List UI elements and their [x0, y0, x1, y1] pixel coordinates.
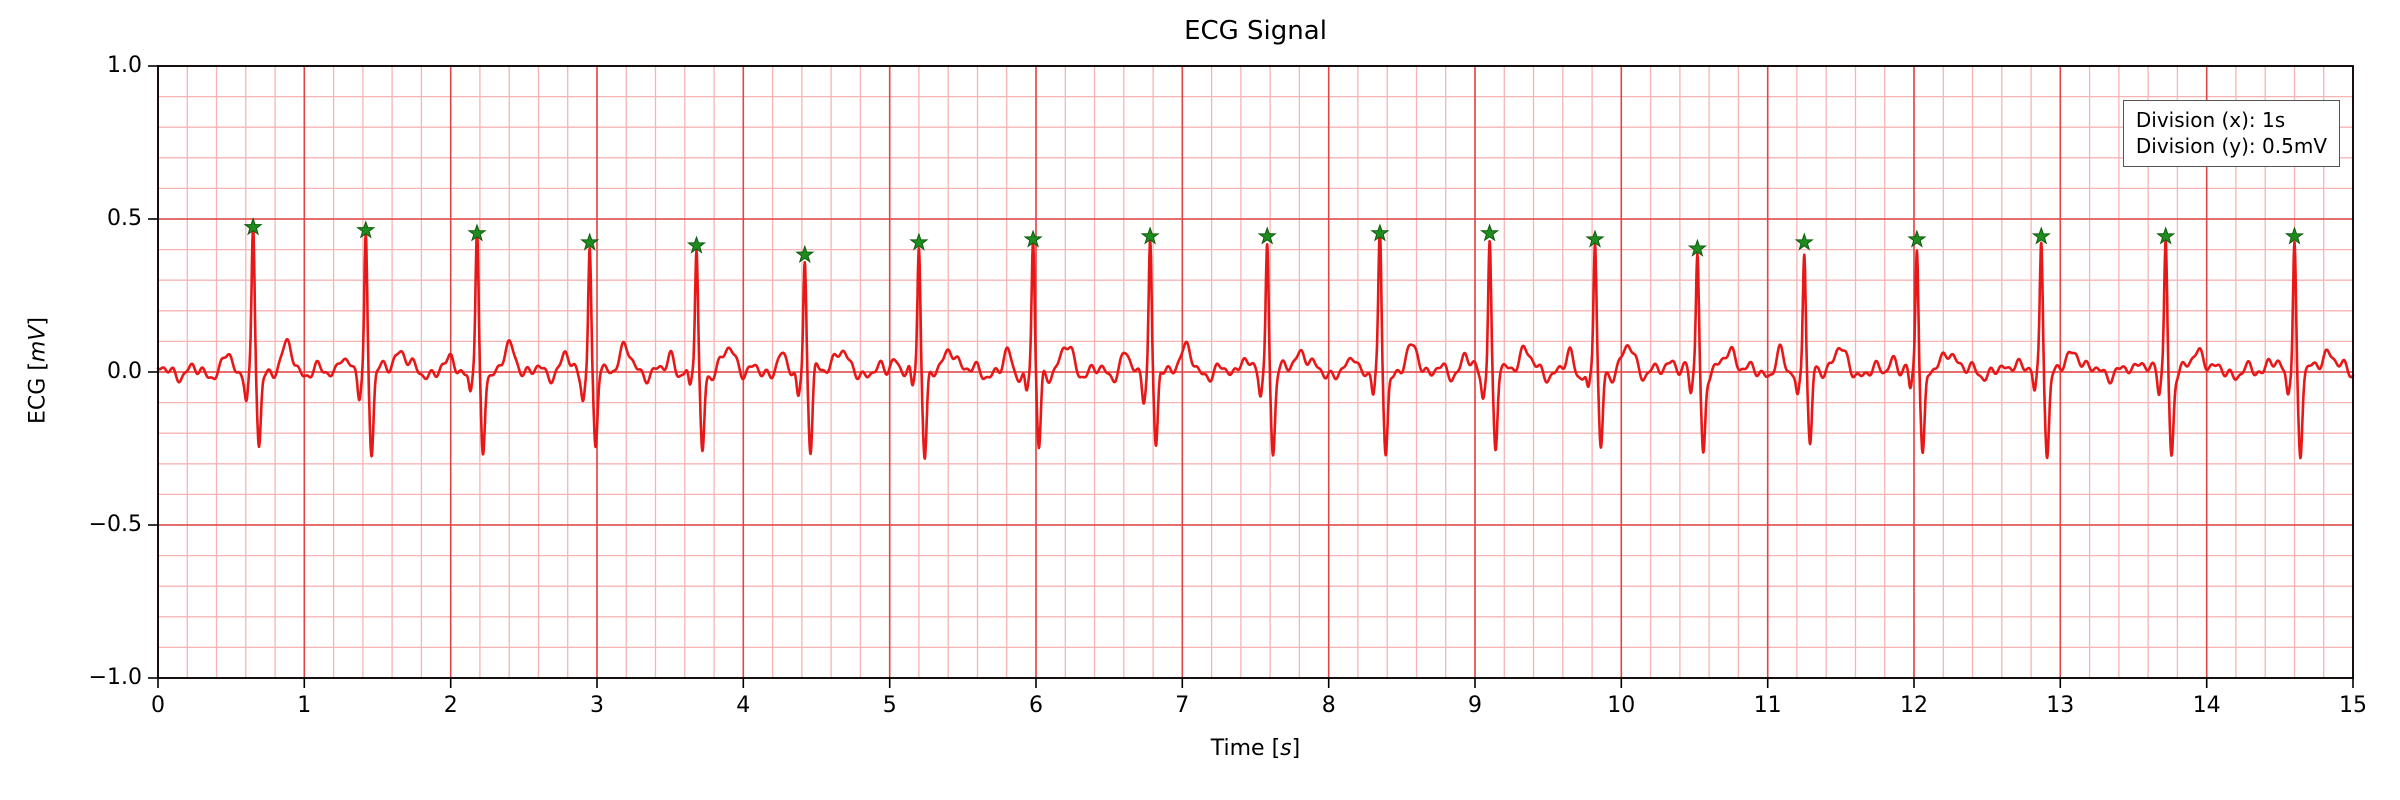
r-peak-marker	[1480, 223, 1500, 242]
x-tick-label: 1	[297, 693, 311, 718]
r-peak-marker	[795, 244, 815, 263]
chart-title: ECG Signal	[1184, 16, 1327, 46]
y-tick-label: 0.5	[107, 206, 142, 231]
x-tick-label: 12	[1900, 693, 1928, 718]
x-tick-label: 14	[2193, 693, 2221, 718]
ecg-trace	[156, 224, 2355, 460]
r-peak-marker	[1140, 226, 1160, 245]
r-peak-marker	[1257, 226, 1277, 245]
x-axis-label-post: ]	[1291, 736, 1301, 761]
x-axis-label-pre: Time [	[1210, 736, 1281, 761]
x-tick-label: 15	[2339, 693, 2367, 718]
x-tick-label: 6	[1029, 693, 1043, 718]
x-tick-label: 11	[1754, 693, 1782, 718]
r-peak-marker	[2156, 226, 2176, 245]
r-peak-marker	[1907, 229, 1927, 248]
r-peak-marker	[1585, 229, 1605, 248]
x-tick-label: 3	[590, 693, 604, 718]
x-tick-label: 7	[1175, 693, 1189, 718]
y-tick-label: −1.0	[89, 665, 142, 690]
y-tick-label: −0.5	[89, 512, 142, 537]
x-axis-label-math: s	[1280, 736, 1292, 761]
x-tick-label: 10	[1607, 693, 1635, 718]
division-y-line: Division (y): 0.5mV	[2135, 134, 2327, 159]
r-peak-marker	[1023, 229, 1043, 248]
x-tick-label: 9	[1468, 693, 1482, 718]
x-axis-label: Time [s]	[158, 736, 2353, 761]
x-tick-label: 5	[883, 693, 897, 718]
division-x-line: Division (x): 1s	[2135, 108, 2286, 132]
r-peak-marker	[909, 232, 929, 251]
r-peak-marker	[467, 223, 487, 242]
r-peak-marker	[1687, 238, 1707, 257]
r-peak-marker	[580, 232, 600, 251]
r-peak-marker	[356, 220, 376, 239]
r-peak-marker	[2284, 226, 2305, 245]
x-tick-label: 13	[2046, 693, 2074, 718]
r-peak-marker	[243, 217, 263, 236]
r-peak-marker	[1794, 232, 1814, 251]
y-tick-label: 1.0	[107, 53, 142, 78]
r-peak-marker	[2031, 226, 2051, 245]
x-tick-label: 8	[1322, 693, 1336, 718]
division-annotation-box: Division (x): 1s Division (y): 0.5mV	[2122, 100, 2340, 167]
x-tick-label: 4	[736, 693, 750, 718]
r-peak-markers	[243, 217, 2305, 263]
y-tick-label: 0.0	[107, 359, 142, 384]
x-tick-label: 2	[444, 693, 458, 718]
r-peak-marker	[1370, 223, 1390, 242]
x-axis-ticks: 0 1 2 3 4 5 6 7 8 9 10 11 12 13 14 15	[151, 678, 2367, 718]
y-axis-ticks: −1.0 −0.5 0.0 0.5 1.0	[89, 53, 158, 690]
r-peak-marker	[686, 235, 707, 254]
x-tick-label: 0	[151, 693, 165, 718]
